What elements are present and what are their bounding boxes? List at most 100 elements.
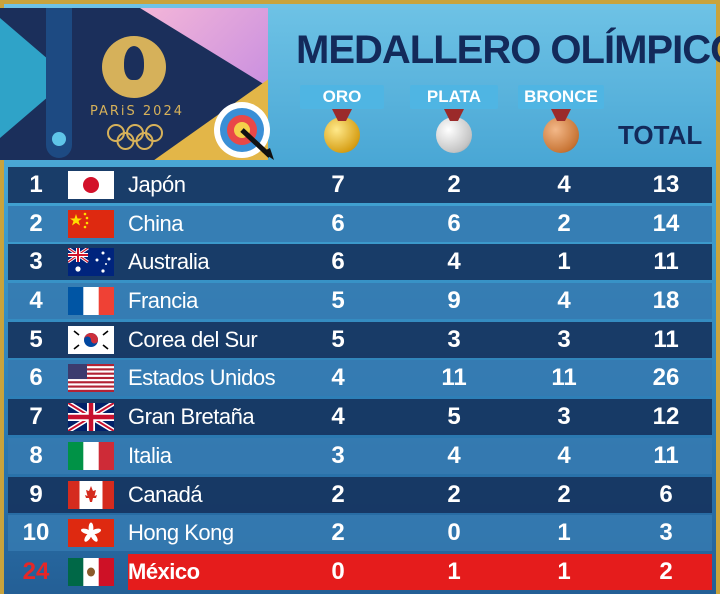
country-cell: Italia [128, 442, 172, 468]
italy-flag-icon [68, 441, 114, 470]
bronze-count-cell: 3 [557, 325, 571, 353]
rank-cell: 8 [29, 441, 43, 469]
silver-count-cell: 5 [447, 403, 461, 431]
china-flag-icon [68, 209, 114, 238]
page-title: MEDALLERO OLÍMPICO [296, 28, 720, 72]
bronze-count-cell: 2 [557, 480, 571, 508]
silver-count-cell: 4 [447, 441, 461, 469]
table-row: 5 Corea del Sur 5 3 3 11 [8, 321, 712, 358]
gold-count-cell: 4 [331, 403, 345, 431]
bronze-count-cell: 4 [557, 171, 571, 198]
bronze-count-cell: 1 [557, 248, 571, 276]
south-korea-flag-icon [68, 325, 114, 354]
table-row: 3 Australia 6 4 1 11 [8, 244, 712, 281]
table-row: 6 Estados Unidos 4 11 11 26 [8, 360, 712, 397]
silver-column-header: PLATA [410, 85, 498, 153]
gold-count-cell: 6 [331, 248, 345, 276]
total-count-cell: 26 [652, 364, 680, 392]
table-row: 10 Hong Kong 2 0 1 3 [8, 515, 712, 552]
silver-count-cell: 1 [447, 557, 461, 585]
table-row: 4 Francia 5 9 4 18 [8, 283, 712, 320]
paris-2024-logo-text: PARiS 2024 [89, 104, 184, 119]
gold-medal-icon [324, 117, 360, 153]
silver-count-cell: 9 [447, 287, 461, 315]
bronze-count-cell: 1 [557, 519, 571, 547]
rank-cell: 3 [29, 248, 43, 276]
rank-cell: 1 [29, 171, 43, 198]
mexico-flag-icon [68, 557, 114, 586]
silver-medal-icon [436, 117, 472, 153]
bronze-column-header: BRONCE [518, 85, 604, 153]
gold-count-cell: 5 [331, 287, 345, 315]
country-cell: Canadá [128, 481, 203, 507]
paris-emblem-icon [102, 36, 166, 98]
total-count-cell: 12 [652, 403, 680, 431]
table-row: 9 Canadá 2 2 2 6 [8, 476, 712, 513]
table-row: 24 México 0 1 1 2 [8, 553, 712, 590]
country-cell: Estados Unidos [128, 365, 276, 391]
usa-flag-icon [68, 364, 114, 393]
country-cell: Corea del Sur [128, 326, 258, 352]
total-column-header: TOTAL [618, 120, 703, 150]
bronze-count-cell: 11 [551, 364, 577, 392]
hong-kong-flag-icon [68, 519, 114, 548]
table-row: 8 Italia 3 4 4 11 [8, 437, 712, 474]
rank-cell: 5 [29, 325, 43, 353]
rank-cell: 2 [29, 209, 43, 237]
country-cell: Gran Bretaña [128, 404, 255, 430]
gold-header-label: ORO [300, 85, 384, 109]
total-count-cell: 14 [652, 209, 680, 237]
rank-cell: 24 [22, 557, 50, 585]
bronze-count-cell: 3 [557, 403, 571, 431]
silver-header-label: PLATA [410, 85, 498, 109]
gold-count-cell: 6 [331, 209, 345, 237]
canada-flag-icon [68, 480, 114, 509]
gold-count-cell: 7 [331, 171, 345, 198]
silver-count-cell: 6 [447, 209, 461, 237]
gold-count-cell: 5 [331, 325, 345, 353]
gold-count-cell: 4 [331, 364, 345, 392]
table-row: 7 Gran Bretaña 4 5 3 12 [8, 399, 712, 436]
rank-cell: 9 [29, 480, 43, 508]
bronze-count-cell: 2 [557, 209, 571, 237]
country-cell: Australia [128, 249, 210, 275]
bronze-count-cell: 4 [557, 287, 571, 315]
gold-count-cell: 2 [331, 480, 345, 508]
country-cell: Japón [128, 172, 186, 197]
medal-table: 1 Japón 7 2 4 13 2 China 6 6 2 14 3 Australia 6 4 1 11 4 Fr… [8, 167, 712, 593]
total-count-cell: 3 [659, 519, 673, 547]
silver-count-cell: 11 [441, 364, 467, 392]
rank-cell: 4 [29, 287, 43, 315]
silver-count-cell: 4 [447, 248, 461, 276]
gold-count-cell: 3 [331, 441, 345, 469]
total-count-cell: 18 [652, 287, 680, 315]
rank-cell: 10 [22, 519, 50, 547]
rank-cell: 6 [29, 364, 43, 392]
country-cell: China [128, 210, 183, 236]
total-count-cell: 13 [652, 171, 680, 198]
silver-count-cell: 0 [447, 519, 461, 547]
japan-flag-icon [68, 171, 114, 199]
gold-count-cell: 0 [331, 557, 345, 585]
silver-count-cell: 2 [447, 480, 461, 508]
gold-column-header: ORO [300, 85, 384, 153]
bronze-header-label: BRONCE [518, 85, 604, 109]
country-cell: Hong Kong [128, 520, 234, 546]
highlight-bar [128, 553, 712, 590]
silver-count-cell: 2 [447, 171, 461, 198]
bronze-count-cell: 1 [557, 557, 571, 585]
rank-cell: 7 [29, 403, 43, 431]
total-count-cell: 2 [659, 557, 673, 585]
total-count-cell: 11 [653, 441, 679, 469]
table-row: 1 Japón 7 2 4 13 [8, 167, 712, 203]
country-cell: Francia [128, 288, 198, 314]
country-cell: México [128, 558, 200, 584]
silver-count-cell: 3 [447, 325, 461, 353]
table-row: 2 China 6 6 2 14 [8, 205, 712, 242]
olympic-rings-icon [107, 124, 163, 150]
archery-target-icon [214, 102, 274, 160]
bronze-medal-icon [543, 117, 579, 153]
bronze-count-cell: 4 [557, 441, 571, 469]
total-count-cell: 11 [653, 325, 679, 353]
australia-flag-icon [68, 248, 114, 277]
